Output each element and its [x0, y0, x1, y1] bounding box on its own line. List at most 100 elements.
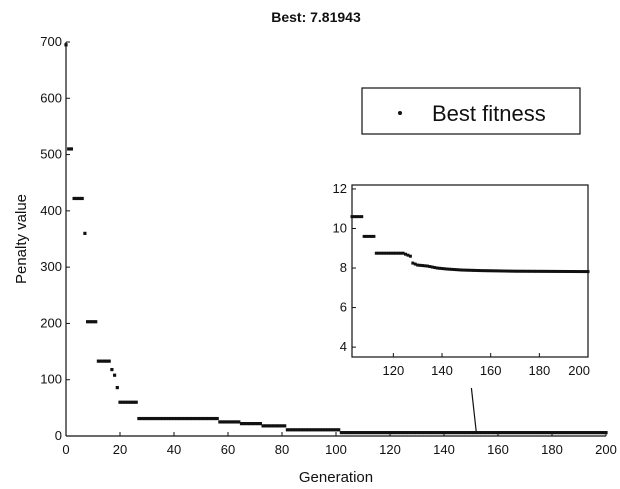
data-point — [191, 416, 195, 421]
data-point — [291, 428, 295, 432]
data-point — [210, 416, 214, 421]
inset-data-point — [452, 268, 456, 272]
inset-data-point — [530, 269, 534, 273]
legend-label: Best fitness — [432, 101, 546, 126]
inset-data-point — [384, 251, 388, 255]
data-point — [169, 416, 173, 421]
data-point — [115, 385, 119, 390]
inset-data-point — [416, 263, 420, 267]
inset-data-point — [360, 215, 364, 219]
inset-data-point — [435, 266, 439, 270]
inset-data-point — [352, 215, 356, 219]
inset-data-point — [491, 269, 495, 273]
data-point — [472, 431, 476, 435]
data-point — [428, 431, 433, 435]
main-x-tick-label: 200 — [595, 442, 617, 457]
data-point — [315, 428, 319, 432]
inset-data-point — [586, 270, 590, 274]
data-point — [272, 424, 276, 428]
data-point — [248, 422, 252, 426]
data-point — [404, 431, 408, 435]
inset-data-point — [408, 254, 412, 258]
data-point — [283, 424, 287, 428]
data-point — [599, 431, 603, 435]
data-point — [199, 416, 203, 421]
inset-x-tick-label: 160 — [480, 363, 502, 378]
data-point — [183, 416, 187, 421]
data-point — [450, 431, 454, 435]
data-point — [102, 359, 106, 363]
inset-data-point — [374, 251, 378, 255]
inset-data-point — [406, 253, 410, 257]
inset-data-point — [523, 269, 527, 273]
data-point — [318, 428, 322, 432]
data-point — [88, 320, 92, 324]
data-point — [150, 416, 154, 421]
main-y-tick-label: 300 — [40, 259, 62, 274]
inset-data-point — [569, 270, 573, 274]
data-point — [320, 428, 325, 432]
inset-data-point — [425, 264, 429, 268]
data-point — [261, 424, 265, 428]
inset-x-tick-label: 180 — [528, 363, 550, 378]
inset-data-point — [442, 267, 446, 271]
data-point — [464, 431, 468, 435]
inset-data-point — [559, 269, 563, 273]
inset-data-point — [365, 234, 369, 238]
data-point — [574, 431, 578, 435]
inset-y-tick-label: 4 — [340, 339, 347, 354]
data-point — [561, 431, 565, 435]
inset-data-point — [542, 269, 546, 273]
data-point — [453, 431, 457, 435]
inset-data-point — [477, 269, 481, 273]
data-point — [264, 424, 268, 428]
inset-data-point — [581, 270, 585, 274]
inset-data-point — [532, 269, 536, 273]
inset-data-point — [486, 269, 490, 273]
data-point — [218, 420, 222, 424]
data-point — [596, 431, 600, 435]
data-point — [585, 431, 589, 435]
data-point — [364, 431, 368, 435]
inset-data-point — [396, 251, 400, 255]
inset-data-point — [369, 234, 373, 238]
legend-box — [361, 87, 581, 135]
data-point — [383, 431, 387, 435]
data-point — [123, 400, 127, 404]
data-point — [415, 431, 419, 435]
inset-data-point — [472, 268, 476, 272]
data-point — [477, 431, 481, 435]
inset-data-point — [489, 269, 493, 273]
data-point — [329, 428, 333, 432]
data-point — [253, 422, 257, 426]
data-point — [118, 400, 122, 404]
data-point — [366, 431, 370, 435]
inset-y-tick-label: 12 — [333, 181, 347, 196]
inset-data-point — [576, 270, 580, 274]
data-point — [572, 431, 576, 435]
data-point — [437, 431, 441, 435]
main-y-ticks: 0 100 200 300 400 500 600 700 — [40, 34, 70, 443]
data-point — [539, 431, 543, 435]
data-point — [80, 196, 84, 201]
data-point — [156, 416, 160, 421]
data-point — [245, 422, 249, 426]
inset-data-point — [389, 251, 393, 255]
inset-data-point — [481, 269, 485, 273]
data-point — [204, 416, 208, 421]
data-point — [582, 431, 586, 435]
data-point — [447, 431, 451, 435]
inset-data-point — [498, 269, 502, 273]
inset-plot: 4 6 8 10 12 120 140 160 180 200 — [333, 181, 590, 378]
inset-data-point — [547, 269, 551, 273]
data-point — [234, 420, 238, 424]
data-point — [515, 431, 519, 435]
inset-data-point — [404, 252, 408, 256]
main-series-best-fitness — [64, 43, 608, 435]
inset-data-point — [550, 269, 554, 273]
data-point — [91, 320, 95, 324]
data-point — [299, 428, 303, 432]
inset-data-point — [355, 215, 359, 219]
data-point — [293, 428, 298, 432]
inset-data-point — [455, 268, 459, 272]
